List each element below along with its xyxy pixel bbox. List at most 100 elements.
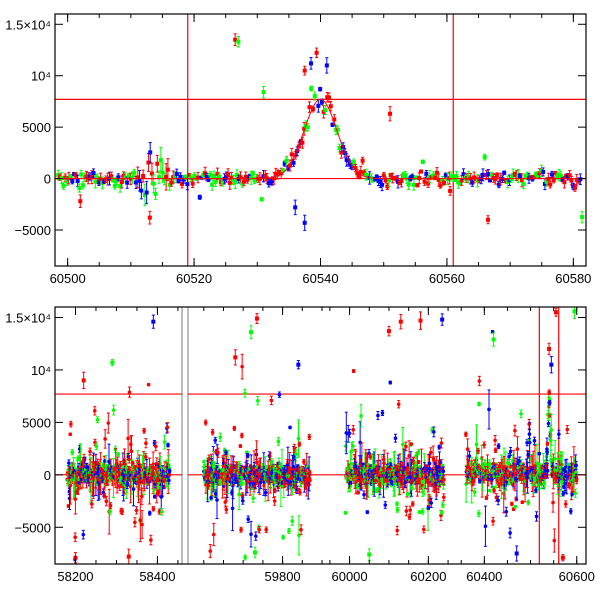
y-tick-label: 0 xyxy=(44,172,51,187)
data-point xyxy=(151,506,156,512)
data-point xyxy=(239,526,243,533)
data-point xyxy=(290,516,295,526)
data-point xyxy=(547,342,552,356)
data-point xyxy=(422,177,427,186)
data-point xyxy=(92,406,97,416)
data-point xyxy=(142,427,146,434)
data-point xyxy=(77,183,82,193)
data-point xyxy=(565,424,570,435)
data-point xyxy=(532,436,537,445)
data-point xyxy=(500,175,505,183)
y-tick-label: −5000 xyxy=(14,520,51,535)
data-point xyxy=(81,371,86,390)
data-point xyxy=(302,214,307,231)
data-point xyxy=(224,505,229,514)
data-point xyxy=(134,506,139,515)
data-point xyxy=(213,436,218,444)
data-point xyxy=(127,455,132,464)
data-point xyxy=(116,173,121,182)
data-point xyxy=(546,419,551,428)
data-point xyxy=(393,433,398,443)
x-tick-label: 60540 xyxy=(302,271,338,286)
data-point xyxy=(426,179,431,188)
data-point xyxy=(224,449,228,455)
data-point xyxy=(118,461,123,470)
data-point xyxy=(356,490,361,495)
data-point xyxy=(127,386,132,398)
data-point xyxy=(493,447,498,454)
data-point xyxy=(144,438,148,449)
data-point xyxy=(422,525,426,534)
data-point xyxy=(395,525,400,536)
data-point xyxy=(110,359,115,367)
top-data-points xyxy=(56,33,585,231)
data-point xyxy=(138,498,143,543)
data-point xyxy=(195,171,200,184)
data-point xyxy=(135,166,140,189)
data-point xyxy=(185,177,190,191)
data-point xyxy=(190,179,195,188)
data-point xyxy=(407,514,412,520)
data-point xyxy=(236,36,241,48)
data-point xyxy=(551,176,556,184)
data-point xyxy=(561,491,565,497)
data-point xyxy=(269,395,274,405)
data-point xyxy=(249,520,253,548)
data-point xyxy=(243,388,247,398)
data-point xyxy=(276,437,281,446)
data-point xyxy=(250,170,255,176)
data-point xyxy=(362,490,366,499)
data-point xyxy=(351,369,356,374)
data-point xyxy=(167,476,171,485)
data-point xyxy=(483,505,488,547)
data-point xyxy=(578,173,583,186)
data-point xyxy=(411,501,415,507)
data-point xyxy=(243,554,247,561)
data-point xyxy=(351,158,356,166)
top-plot-frame xyxy=(54,13,587,267)
top-panel: 60500 60520 60540 60560 60580 −5000 0 5000 10⁴ 1.… xyxy=(5,13,591,286)
data-point xyxy=(152,494,157,499)
y-tick-label: 10⁴ xyxy=(31,363,51,378)
data-point xyxy=(520,500,525,505)
data-point xyxy=(90,499,94,509)
data-point xyxy=(73,532,77,542)
y-tick-label: −5000 xyxy=(14,223,51,238)
data-point xyxy=(534,511,539,522)
data-point xyxy=(376,410,380,421)
data-point xyxy=(264,526,268,533)
data-point xyxy=(67,459,71,467)
data-point xyxy=(238,444,243,448)
data-point xyxy=(206,481,211,490)
data-point xyxy=(496,180,501,189)
data-point xyxy=(323,105,328,116)
data-point xyxy=(139,181,144,200)
data-point xyxy=(420,159,425,164)
data-point xyxy=(312,91,317,101)
data-point xyxy=(527,418,531,430)
data-point xyxy=(146,382,151,387)
data-point xyxy=(573,183,578,192)
data-point xyxy=(548,180,553,189)
data-point xyxy=(151,281,155,290)
data-point xyxy=(514,545,519,562)
top-model-curve xyxy=(55,98,586,180)
data-point xyxy=(411,178,416,191)
data-point xyxy=(202,459,206,464)
data-point xyxy=(496,443,501,450)
data-point xyxy=(510,501,514,507)
data-point xyxy=(261,86,266,99)
data-point xyxy=(513,504,518,509)
data-point xyxy=(553,307,558,317)
data-point xyxy=(69,420,73,428)
data-point xyxy=(208,544,213,559)
data-point xyxy=(330,122,335,127)
data-point xyxy=(482,441,486,449)
data-point xyxy=(281,534,285,540)
data-point xyxy=(437,444,442,450)
data-point xyxy=(474,424,479,465)
data-point xyxy=(142,183,147,207)
data-point xyxy=(232,425,237,431)
data-point xyxy=(526,499,531,506)
data-point xyxy=(288,425,292,430)
